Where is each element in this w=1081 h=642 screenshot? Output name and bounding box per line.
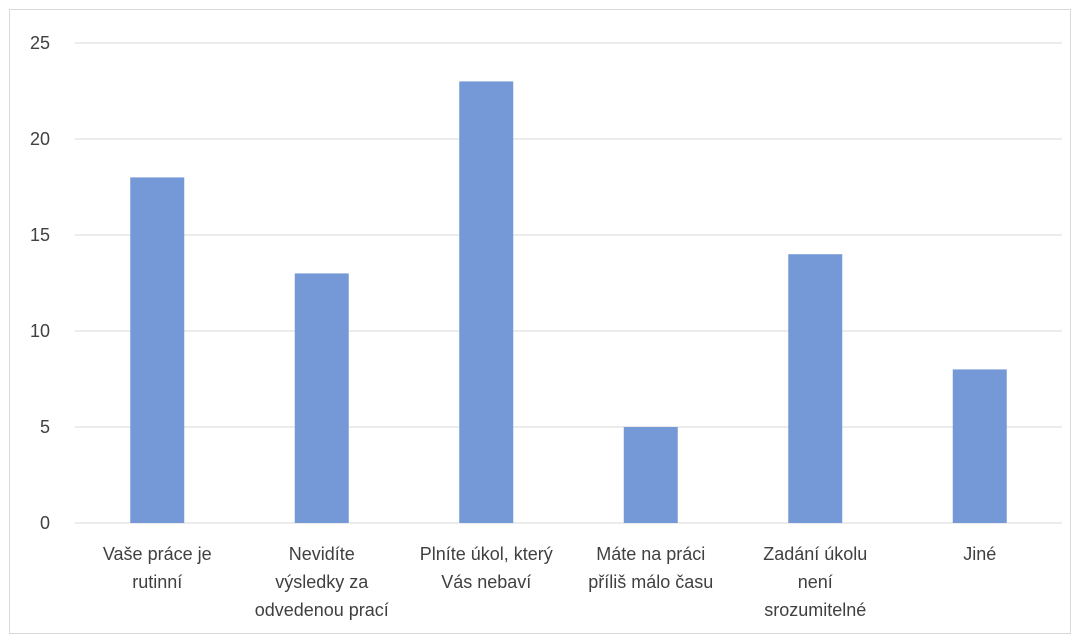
x-category-label-line: rutinní — [132, 572, 182, 592]
x-category-label: Vaše práce je rutinní — [103, 544, 212, 592]
y-tick-label: 20 — [30, 129, 50, 149]
bar — [130, 177, 185, 523]
x-category-label-line: Plníte úkol, který — [420, 544, 553, 564]
x-category-label-line: Jiné — [963, 544, 996, 564]
x-category-label-line: Vaše práce je — [103, 544, 212, 564]
x-category-label-line: výsledky za — [275, 572, 369, 592]
bar — [952, 369, 1007, 523]
bar — [788, 254, 843, 523]
x-category-label: Jiné — [963, 544, 996, 564]
y-tick-label: 5 — [40, 417, 50, 437]
x-category-label-line: Vás nebaví — [441, 572, 531, 592]
x-axis-labels: Vaše práce je rutinní Nevidíte výsledky za o… — [103, 544, 996, 620]
gridlines — [75, 42, 1062, 524]
x-category-label-line: odvedenou prací — [255, 600, 389, 620]
bar — [459, 81, 514, 524]
chart-frame — [9, 9, 1071, 634]
x-category-label-line: srozumitelné — [764, 600, 866, 620]
x-category-label: Plníte úkol, který Vás nebaví — [420, 544, 553, 592]
y-tick-label: 10 — [30, 321, 50, 341]
y-axis-ticks: 0 5 10 15 20 25 — [30, 33, 50, 533]
y-tick-label: 0 — [40, 513, 50, 533]
x-category-label-line: příliš málo času — [588, 572, 713, 592]
bar — [623, 427, 678, 523]
y-tick-label: 15 — [30, 225, 50, 245]
x-category-label: Zadání úkolu není srozumitelné — [763, 544, 867, 620]
x-category-label-line: Máte na práci — [596, 544, 705, 564]
x-category-label-line: Nevidíte — [289, 544, 355, 564]
bars — [130, 81, 1007, 524]
x-category-label: Máte na práci příliš málo času — [588, 544, 713, 592]
x-category-label: Nevidíte výsledky za odvedenou prací — [255, 544, 389, 620]
x-category-label-line: není — [798, 572, 833, 592]
x-category-label-line: Zadání úkolu — [763, 544, 867, 564]
bar — [294, 273, 349, 523]
y-tick-label: 25 — [30, 33, 50, 53]
